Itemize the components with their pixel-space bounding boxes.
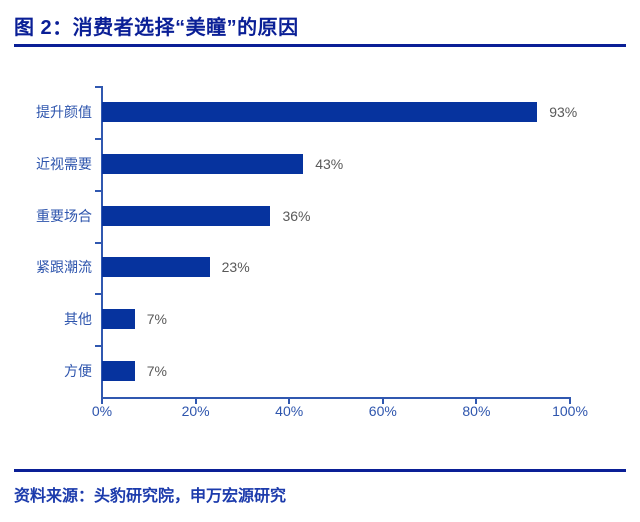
x-axis-tick-label: 0% [91, 403, 113, 419]
source-note: 资料来源：头豹研究院，申万宏源研究 [14, 488, 287, 505]
category-label: 其他 [64, 311, 92, 328]
x-axis-tick-label: 20% [181, 403, 210, 419]
x-axis-tick [101, 398, 103, 404]
bar-重要场合 [102, 205, 271, 226]
category-label: 紧跟潮流 [36, 259, 92, 276]
x-axis-tick [475, 398, 478, 404]
x-axis-tick-label: 100% [552, 403, 588, 419]
x-axis-tick [288, 398, 291, 404]
y-axis-tick [95, 242, 101, 244]
value-label: 93% [549, 103, 578, 120]
x-axis-tick [194, 398, 197, 404]
category-label: 近视需要 [36, 155, 92, 172]
title-underline [14, 44, 626, 47]
y-axis-tick [95, 138, 101, 140]
x-axis-tick-label: 80% [462, 403, 491, 419]
y-axis-tick [95, 190, 101, 192]
x-axis-tick-label: 40% [275, 403, 304, 419]
category-label: 重要场合 [36, 207, 92, 224]
x-axis-tick [569, 398, 571, 404]
category-label: 方便 [64, 363, 92, 380]
x-axis-line [101, 397, 571, 399]
x-axis-tick [381, 398, 384, 404]
value-label: 23% [221, 259, 250, 276]
y-axis-tick [95, 345, 101, 347]
y-axis-tick [95, 86, 101, 88]
x-axis-tick-label: 60% [368, 403, 397, 419]
figure-title: 图 2：消费者选择“美瞳”的原因 [14, 17, 299, 39]
y-axis-line [101, 86, 103, 397]
bar-方便 [102, 361, 135, 382]
value-label: 43% [315, 155, 344, 172]
bar-其他 [102, 309, 135, 330]
value-label: 7% [146, 311, 167, 328]
category-label: 提升颜值 [36, 103, 92, 120]
y-axis-tick [95, 293, 101, 295]
footer-rule [14, 469, 626, 472]
value-label: 7% [146, 363, 167, 380]
bar-近视需要 [102, 153, 304, 174]
bar-紧跟潮流 [102, 257, 210, 278]
bar-提升颜值 [102, 101, 538, 122]
value-label: 36% [282, 207, 311, 224]
